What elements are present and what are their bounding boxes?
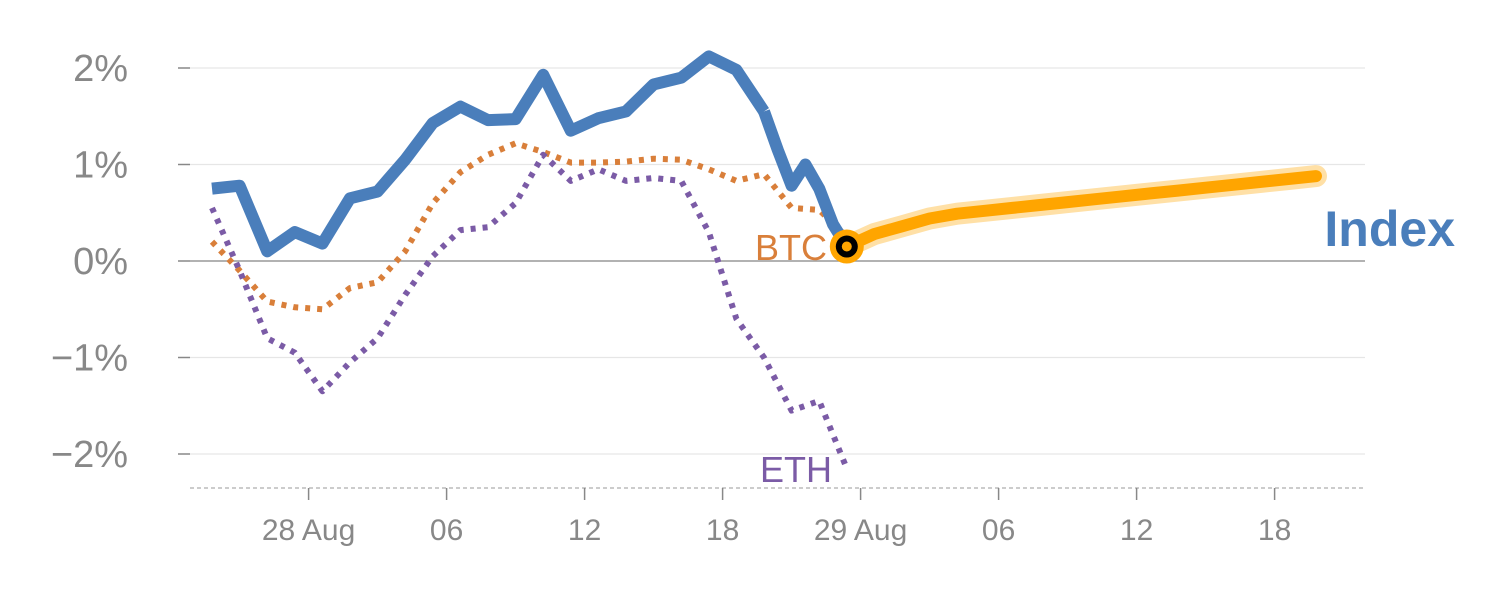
- x-tick-label: 06: [430, 514, 463, 547]
- series-label-index: Index: [1324, 201, 1455, 257]
- series-line-index: [758, 109, 852, 250]
- x-tick-label: 12: [568, 514, 601, 547]
- y-tick-label: 1%: [73, 145, 128, 187]
- series-label-eth: ETH: [760, 449, 832, 490]
- series-label-btc: BTC: [755, 227, 827, 268]
- x-tick-label: 29 Aug: [814, 514, 907, 547]
- y-tick-label: 0%: [73, 241, 128, 283]
- x-tick-label: 18: [1258, 514, 1291, 547]
- series-labels: Index BTC ETH: [755, 201, 1455, 490]
- series-line-index: [211, 50, 769, 258]
- series-line-btc: [209, 140, 849, 313]
- y-tick-label: 2%: [73, 48, 128, 90]
- x-tick-label: 12: [1120, 514, 1153, 547]
- current-marker: [829, 229, 864, 264]
- y-tick-label: −2%: [51, 434, 128, 476]
- series-line-eth: [209, 151, 850, 470]
- series-lines: [209, 50, 1327, 470]
- series-line-index-forecast: [840, 170, 1322, 253]
- current-marker-center: [841, 241, 852, 252]
- axes: 2% 1% 0% −1% −2% 28 Aug 06 12 18 29 Aug 06 12 18: [51, 48, 1365, 547]
- x-tick-label: 18: [706, 514, 739, 547]
- x-tick-label: 06: [982, 514, 1015, 547]
- y-tick-label: −1%: [51, 338, 128, 380]
- x-tick-label: 28 Aug: [262, 514, 355, 547]
- gridlines: [190, 67, 1365, 455]
